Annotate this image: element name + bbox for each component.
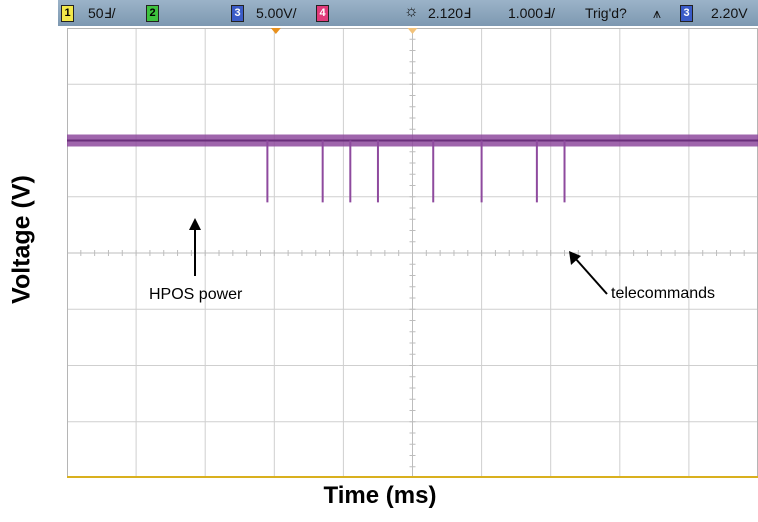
telecommands-label: telecommands (611, 285, 715, 302)
scope-status-bar: 1 50Ⅎ/ 2 3 5.00V/ 4 ☼ 2.120Ⅎ 1.000Ⅎ/ Tri… (58, 0, 758, 26)
ch1-scale: 50Ⅎ/ (88, 5, 116, 21)
time-offset: 2.120Ⅎ (428, 5, 472, 21)
ch3-scale: 5.00V/ (256, 5, 297, 21)
trigger-status: Trig'd? (585, 5, 627, 21)
ch1-badge: 1 (61, 5, 74, 22)
time-scale: 1.000Ⅎ/ (508, 5, 555, 21)
time-ref-marker (270, 28, 281, 34)
ch3-badge: 3 (231, 5, 244, 22)
waveforms (67, 134, 758, 478)
y-axis-label: Voltage (V) (7, 175, 36, 304)
rising-edge-icon: ⩚ (653, 5, 661, 21)
sun-icon: ☼ (404, 3, 419, 20)
oscilloscope-graticule: T31 HPOS power telecommands (67, 28, 758, 478)
telecommands-arrowhead (569, 251, 581, 265)
hpos-power-label: HPOS power (149, 286, 243, 303)
hpos-arrowhead (189, 218, 201, 230)
channel-markers: T31 (270, 28, 418, 34)
x-axis-label: Time (ms) (323, 482, 437, 509)
trigger-source-badge: 3 (680, 5, 693, 22)
annotations: HPOS power telecommands (149, 218, 715, 303)
ch2-badge: 2 (146, 5, 159, 22)
trigger-pos-marker (407, 28, 418, 34)
ch4-badge: 4 (316, 5, 329, 22)
telecommands-arrow (574, 257, 608, 295)
trigger-level: 2.20V (711, 5, 748, 21)
